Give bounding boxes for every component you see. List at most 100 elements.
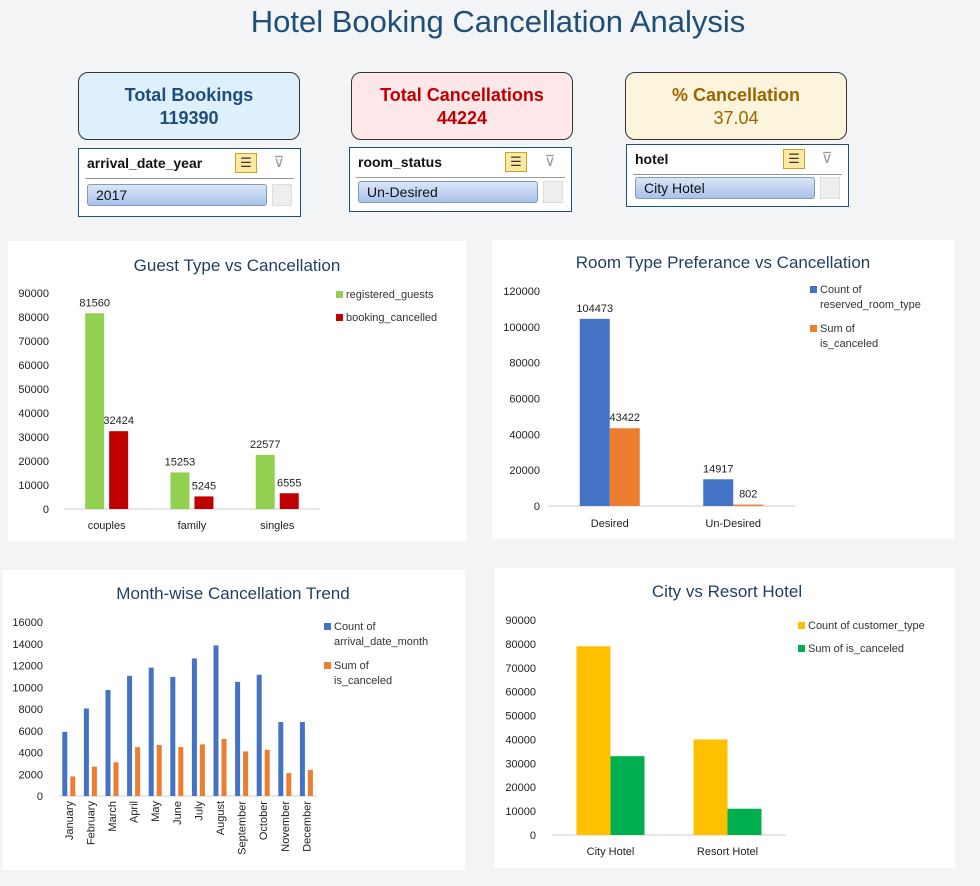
slicer-item-un-desired[interactable]: Un-Desired bbox=[358, 181, 538, 203]
y-tick-label: 4000 bbox=[19, 748, 43, 760]
multi-select-icon[interactable]: ☰ bbox=[235, 153, 257, 173]
data-label: 6555 bbox=[277, 477, 301, 489]
bar-month-november-1 bbox=[286, 773, 292, 796]
clear-filter-icon[interactable]: ⊽ bbox=[273, 154, 285, 171]
bar-month-october-1 bbox=[264, 749, 270, 796]
y-tick-label: 40000 bbox=[509, 429, 540, 441]
slicer-header: arrival_date_year bbox=[87, 155, 203, 171]
legend-swatch bbox=[324, 623, 331, 630]
legend-swatch bbox=[798, 622, 805, 629]
slicer-item-2017[interactable]: 2017 bbox=[87, 184, 267, 206]
y-tick-label: 80000 bbox=[505, 639, 536, 651]
data-label: 43422 bbox=[609, 412, 640, 424]
x-tick-label: November bbox=[280, 801, 292, 852]
y-tick-label: 30000 bbox=[505, 758, 536, 770]
bar-month-march-1 bbox=[113, 762, 119, 796]
chart-title: Month-wise Cancellation Trend bbox=[116, 584, 349, 603]
total-bookings-value: 119390 bbox=[159, 108, 219, 128]
data-label: 81560 bbox=[79, 297, 110, 309]
data-label: 104473 bbox=[576, 303, 613, 315]
x-tick-label: June bbox=[172, 801, 184, 825]
x-tick-label: couples bbox=[88, 520, 126, 532]
bar-hotel-resort-hotel-0 bbox=[693, 739, 728, 835]
bar-hotel-city-hotel-1 bbox=[610, 756, 645, 835]
bar-month-july-1 bbox=[199, 744, 205, 796]
legend-swatch bbox=[798, 645, 805, 652]
guest-type-chart-svg: Guest Type vs Cancellation 0 10000 20000 300… bbox=[18, 256, 437, 532]
bar-month-july-0 bbox=[191, 658, 197, 796]
legend-label: registered_guests bbox=[346, 289, 434, 301]
bar-month-april-1 bbox=[135, 747, 141, 796]
month-trend-chart: Month-wise Cancellation Trend 0 2000 4000 60… bbox=[2, 570, 465, 870]
x-tick-label: Desired bbox=[591, 518, 629, 530]
bar-room-un-desired-1 bbox=[733, 504, 764, 506]
legend-swatch bbox=[810, 286, 817, 293]
bar-month-september-0 bbox=[235, 681, 241, 796]
y-tick-label: 16000 bbox=[12, 617, 43, 629]
month-trend-chart-svg: Month-wise Cancellation Trend 0 2000 4000 60… bbox=[12, 584, 428, 855]
x-tick-label: December bbox=[301, 801, 313, 852]
clear-filter-icon[interactable]: ⊽ bbox=[821, 150, 833, 167]
y-tick-label: 40000 bbox=[18, 408, 49, 420]
x-tick-label: May bbox=[150, 801, 162, 822]
data-label: 22577 bbox=[250, 439, 281, 451]
bar-hotel-city-hotel-0 bbox=[576, 646, 611, 835]
bar-month-november-0 bbox=[278, 722, 284, 796]
multi-select-icon[interactable]: ☰ bbox=[783, 149, 805, 169]
legend-label: Count of customer_type bbox=[808, 620, 925, 632]
bar-hotel-resort-hotel-1 bbox=[727, 808, 762, 835]
bar-guest-singles-0 bbox=[255, 454, 275, 509]
slicer-item-city-hotel[interactable]: City Hotel bbox=[635, 177, 815, 199]
bar-guest-singles-1 bbox=[279, 493, 299, 509]
y-tick-label: 8000 bbox=[19, 704, 43, 716]
bar-month-march-0 bbox=[105, 689, 111, 796]
x-tick-label: Un-Desired bbox=[705, 518, 761, 530]
y-tick-label: 90000 bbox=[505, 615, 536, 627]
y-tick-label: 50000 bbox=[505, 711, 536, 723]
bar-month-may-0 bbox=[148, 667, 154, 796]
x-tick-label: July bbox=[193, 801, 205, 821]
bar-month-june-0 bbox=[170, 676, 176, 796]
room-status-slicer: room_status ☰ ⊽ Un-Desired bbox=[349, 147, 572, 212]
x-tick-label: March bbox=[107, 801, 119, 832]
legend-label: booking_cancelled bbox=[346, 312, 437, 324]
slicer-scrollbar[interactable] bbox=[543, 181, 563, 203]
x-tick-label: singles bbox=[260, 520, 295, 532]
bar-month-june-1 bbox=[178, 747, 184, 796]
pct-cancellation-label: % Cancellation bbox=[671, 85, 801, 105]
total-bookings-label: Total Bookings bbox=[124, 85, 254, 105]
slicer-scrollbar[interactable] bbox=[820, 177, 840, 199]
data-label: 14917 bbox=[703, 463, 734, 475]
bar-month-september-1 bbox=[243, 751, 249, 796]
legend-label: Count of arrival_date_month bbox=[334, 621, 428, 648]
y-tick-label: 70000 bbox=[505, 663, 536, 675]
y-tick-label: 120000 bbox=[503, 286, 540, 298]
x-tick-label: February bbox=[85, 801, 97, 846]
room-type-chart-svg: Room Type Preferance vs Cancellation 0 200… bbox=[503, 253, 921, 530]
y-tick-label: 20000 bbox=[505, 782, 536, 794]
clear-filter-icon[interactable]: ⊽ bbox=[544, 153, 556, 170]
y-tick-label: 50000 bbox=[18, 384, 49, 396]
x-tick-label: August bbox=[215, 801, 227, 835]
y-tick-label: 10000 bbox=[505, 806, 536, 818]
bar-room-un-desired-0 bbox=[703, 479, 734, 506]
y-tick-label: 0 bbox=[37, 791, 43, 803]
multi-select-icon[interactable]: ☰ bbox=[505, 152, 527, 172]
y-tick-label: 0 bbox=[534, 501, 540, 513]
slicer-header: room_status bbox=[358, 154, 443, 170]
slicer-header: hotel bbox=[635, 151, 669, 167]
y-tick-label: 6000 bbox=[19, 726, 43, 738]
data-label: 5245 bbox=[192, 480, 216, 492]
x-tick-label: City Hotel bbox=[587, 846, 635, 858]
bar-month-february-0 bbox=[83, 708, 89, 796]
slicer-scrollbar[interactable] bbox=[272, 184, 292, 206]
y-tick-label: 2000 bbox=[19, 769, 43, 781]
guest-type-chart: Guest Type vs Cancellation 0 10000 20000 300… bbox=[8, 241, 466, 541]
x-tick-label: family bbox=[178, 520, 207, 532]
legend-swatch bbox=[336, 291, 343, 298]
y-tick-label: 90000 bbox=[18, 288, 49, 300]
data-label: 32424 bbox=[103, 415, 134, 427]
bar-month-february-1 bbox=[91, 766, 97, 796]
chart-title: City vs Resort Hotel bbox=[652, 582, 802, 601]
arrival-year-slicer: arrival_date_year ☰ ⊽ 2017 bbox=[78, 148, 301, 217]
